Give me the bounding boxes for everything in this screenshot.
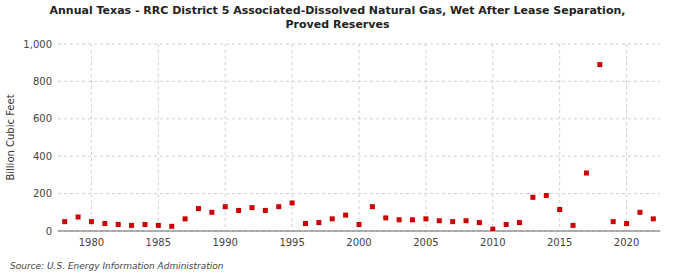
x-tick-label: 2015 <box>547 237 572 248</box>
point <box>249 205 254 210</box>
point <box>477 220 482 225</box>
point <box>544 193 549 198</box>
point <box>651 216 656 221</box>
point <box>102 221 107 226</box>
y-grid-line <box>58 231 660 232</box>
x-grid-line <box>91 44 92 231</box>
y-tick-label: 200 <box>33 188 52 199</box>
y-grid-line <box>58 156 660 157</box>
point <box>410 217 415 222</box>
point <box>637 210 642 215</box>
y-axis-label: Billion Cubic Feet <box>5 94 16 180</box>
point <box>156 223 161 228</box>
x-grid-line <box>559 44 560 231</box>
y-tick-label: 400 <box>33 151 52 162</box>
point <box>276 204 281 209</box>
point <box>504 222 509 227</box>
point <box>62 219 67 224</box>
point <box>584 171 589 176</box>
x-tick-label: 1990 <box>212 237 237 248</box>
x-grid-line <box>425 44 426 231</box>
grid <box>58 44 660 231</box>
points <box>62 62 656 231</box>
x-grid-line <box>359 44 360 231</box>
point <box>624 221 629 226</box>
y-tick-label: 0 <box>46 226 52 237</box>
x-tick-label: 1995 <box>279 237 304 248</box>
x-tick-label: 2005 <box>413 237 438 248</box>
point <box>209 210 214 215</box>
point <box>89 219 94 224</box>
point <box>236 208 241 213</box>
y-tick-label: 800 <box>33 76 52 87</box>
point <box>169 224 174 229</box>
point <box>76 214 81 219</box>
x-grid-line <box>492 44 493 231</box>
y-tick-label: 1,000 <box>23 39 52 50</box>
x-grid-line <box>626 44 627 231</box>
title-line: Proved Reserves <box>286 18 390 31</box>
x-tick-label: 2010 <box>480 237 505 248</box>
point <box>450 219 455 224</box>
point <box>383 215 388 220</box>
point <box>116 222 121 227</box>
point <box>530 195 535 200</box>
point <box>316 220 321 225</box>
point <box>517 220 522 225</box>
x-tick-label: 2000 <box>346 237 371 248</box>
point <box>290 200 295 205</box>
point <box>142 222 147 227</box>
point <box>357 222 362 227</box>
x-axis-line <box>58 231 660 232</box>
chart: Annual Texas - RRC District 5 Associated… <box>0 0 675 275</box>
point <box>129 223 134 228</box>
x-grid-line <box>158 44 159 231</box>
x-tick-label: 1980 <box>79 237 104 248</box>
point <box>183 216 188 221</box>
point <box>464 218 469 223</box>
point <box>397 217 402 222</box>
x-tick-label: 1985 <box>146 237 171 248</box>
point <box>303 221 308 226</box>
point <box>490 227 495 231</box>
title: Annual Texas - RRC District 5 Associated… <box>50 4 626 31</box>
point <box>437 218 442 223</box>
point <box>343 213 348 218</box>
point <box>423 216 428 221</box>
x-tick-label: 2020 <box>614 237 639 248</box>
axes: 0 200 400 600 800 1,000 1980 1985 1990 1995 2000 20… <box>23 39 660 249</box>
point <box>223 204 228 209</box>
source-note: Source: U.S. Energy Information Administ… <box>10 261 224 271</box>
x-grid-line <box>225 44 226 231</box>
point <box>196 206 201 211</box>
point <box>370 204 375 209</box>
y-tick-label: 600 <box>33 113 52 124</box>
point <box>571 223 576 228</box>
point <box>597 62 602 67</box>
y-grid-line <box>58 193 660 194</box>
chart-container: Annual Texas - RRC District 5 Associated… <box>0 0 675 275</box>
point <box>263 208 268 213</box>
point <box>330 216 335 221</box>
title-line: Annual Texas - RRC District 5 Associated… <box>50 4 626 17</box>
point <box>557 207 562 212</box>
point <box>611 219 616 224</box>
